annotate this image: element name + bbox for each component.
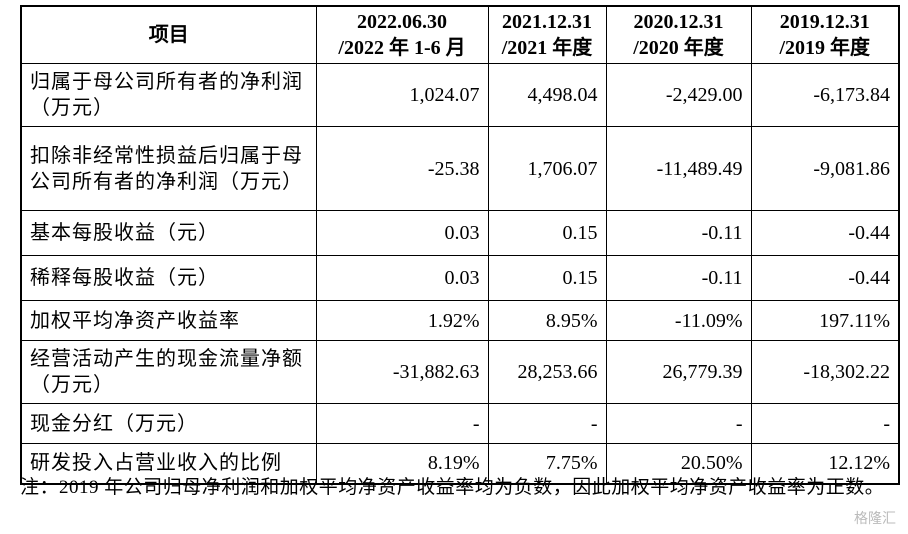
header-cell: 2019.12.31/2019 年度 [750, 5, 900, 64]
cell-value: 0.03 [315, 210, 489, 256]
cell-value: -9,081.86 [750, 126, 900, 211]
row-label: 研发投入占营业收入的比例 [20, 443, 317, 484]
row-label: 稀释每股收益（元） [20, 255, 317, 301]
row-label: 归属于母公司所有者的净利润（万元） [20, 63, 317, 127]
header-row: 项目 2022.06.30/2022 年 1-6 月 2021.12.31/2021… [20, 5, 900, 64]
cell-value: 1.92% [315, 300, 489, 341]
row-label: 扣除非经常性损益后归属于母公司所有者的净利润（万元） [20, 126, 317, 211]
cell-value: 28,253.66 [487, 340, 607, 404]
row-label: 现金分红（万元） [20, 403, 317, 444]
watermark: 格隆汇 [854, 511, 896, 527]
table-row: 研发投入占营业收入的比例 8.19% 7.75% 20.50% 12.12% [20, 443, 900, 484]
table-row: 现金分红（万元） - - - - [20, 403, 900, 444]
cell-value: -6,173.84 [750, 63, 900, 127]
table-body: 归属于母公司所有者的净利润（万元） 1,024.07 4,498.04 -2,429.… [20, 63, 900, 484]
cell-value: 197.11% [750, 300, 900, 341]
header-line: /2021 年度 [501, 37, 593, 59]
cell-value: 0.03 [315, 255, 489, 301]
cell-value: 0.15 [487, 210, 607, 256]
cell-value: -18,302.22 [750, 340, 900, 404]
cell-value: -0.44 [750, 255, 900, 301]
note: 注：2019 年公司归母净利润和加权平均净资产收益率均为负数，因此加权平均净资产… [20, 477, 885, 498]
cell-value: -0.11 [605, 210, 752, 256]
cell-value: 4,498.04 [487, 63, 607, 127]
cell-value: 8.19% [315, 443, 489, 484]
cell-value: -11.09% [605, 300, 752, 341]
cell-value: 26,779.39 [605, 340, 752, 404]
cell-value: - [487, 403, 607, 444]
cell-value: 1,706.07 [487, 126, 607, 211]
header-cell: 项目 [20, 5, 317, 64]
row-label: 加权平均净资产收益率 [20, 300, 317, 341]
header-line: 2021.12.31 [502, 11, 592, 33]
cell-value: -2,429.00 [605, 63, 752, 127]
cell-value: 12.12% [750, 443, 900, 484]
cell-value: - [605, 403, 752, 444]
cell-value: -11,489.49 [605, 126, 752, 211]
table-row: 经营活动产生的现金流量净额（万元） -31,882.63 28,253.66 26,7… [20, 340, 900, 404]
cell-value: -0.11 [605, 255, 752, 301]
header-cell: 2021.12.31/2021 年度 [487, 5, 607, 64]
cell-value: -31,882.63 [315, 340, 489, 404]
table-row: 稀释每股收益（元） 0.03 0.15 -0.11 -0.44 [20, 255, 900, 301]
cell-value: - [750, 403, 900, 444]
header-line: 2022.06.30 [357, 11, 447, 33]
table-row: 归属于母公司所有者的净利润（万元） 1,024.07 4,498.04 -2,429.… [20, 63, 900, 127]
cell-value: 20.50% [605, 443, 752, 484]
header-line: /2019 年度 [779, 37, 871, 59]
cell-value: -25.38 [315, 126, 489, 211]
table-row: 基本每股收益（元） 0.03 0.15 -0.11 -0.44 [20, 210, 900, 256]
table-wrap: 项目 2022.06.30/2022 年 1-6 月 2021.12.31/2021… [20, 5, 900, 485]
header-cell: 2022.06.30/2022 年 1-6 月 [315, 5, 489, 64]
header-line: 2020.12.31 [633, 11, 724, 33]
financial-table: 项目 2022.06.30/2022 年 1-6 月 2021.12.31/2021… [20, 5, 900, 485]
header-cell: 2020.12.31/2020 年度 [605, 5, 752, 64]
table-row: 扣除非经常性损益后归属于母公司所有者的净利润（万元） -25.38 1,706.07… [20, 126, 900, 211]
row-label: 基本每股收益（元） [20, 210, 317, 256]
cell-value: 0.15 [487, 255, 607, 301]
cell-value: -0.44 [750, 210, 900, 256]
cell-value: 1,024.07 [315, 63, 489, 127]
cell-value: - [315, 403, 489, 444]
row-label: 经营活动产生的现金流量净额（万元） [20, 340, 317, 404]
header-line: /2022 年 1-6 月 [338, 37, 466, 59]
cell-value: 8.95% [487, 300, 607, 341]
header-line: 2019.12.31 [779, 11, 870, 33]
table-row: 加权平均净资产收益率 1.92% 8.95% -11.09% 197.11% [20, 300, 900, 341]
header-line: /2020 年度 [633, 37, 724, 59]
